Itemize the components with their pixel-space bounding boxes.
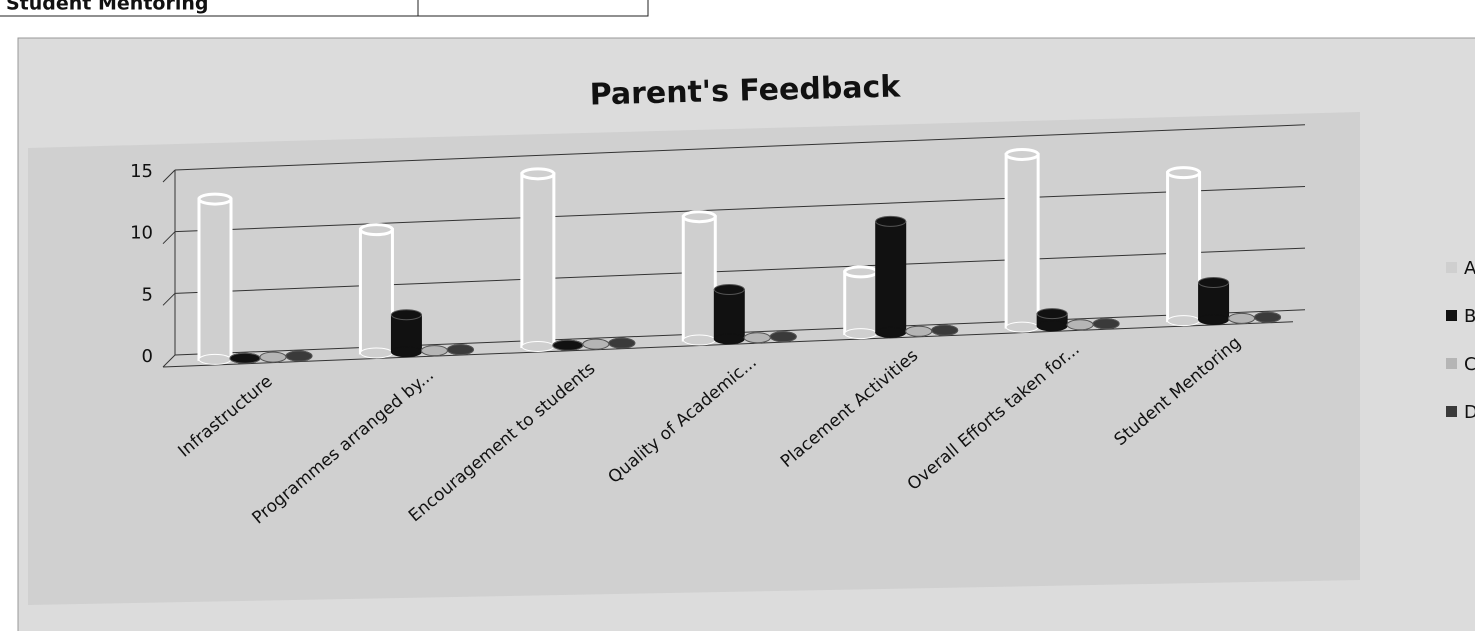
- bar-base: [521, 340, 555, 352]
- bar-cap: [1036, 308, 1068, 320]
- bar-cap: [1198, 276, 1230, 288]
- grid-line-depth: [162, 354, 176, 368]
- bar-cap: [1092, 318, 1120, 330]
- bar-cap: [769, 331, 797, 343]
- bar-base: [1167, 315, 1201, 327]
- bar-cap: [197, 192, 233, 206]
- bar-base: [390, 346, 422, 358]
- legend-swatch: [1446, 406, 1457, 417]
- legend-swatch: [1446, 262, 1457, 273]
- bar-base: [713, 333, 745, 345]
- bar-base: [359, 347, 393, 359]
- bar-cap: [1254, 311, 1282, 323]
- bar: [875, 220, 907, 333]
- y-tick-label: 10: [130, 223, 153, 244]
- grid-line-depth: [162, 169, 176, 183]
- legend-label: C: [1464, 354, 1475, 375]
- bar-cap: [520, 167, 556, 181]
- bar: [520, 172, 556, 348]
- grid-line-depth: [162, 292, 176, 306]
- y-tick-label: 0: [142, 346, 153, 367]
- bar-base: [1005, 321, 1039, 333]
- bar: [713, 288, 745, 340]
- bar-base: [875, 326, 907, 338]
- bar: [681, 215, 717, 342]
- bar: [390, 314, 422, 353]
- bar-base: [682, 334, 716, 346]
- legend-label: A: [1464, 258, 1475, 279]
- bar-cap: [843, 265, 879, 279]
- x-axis-floor: [162, 321, 1294, 368]
- bar-cap: [420, 345, 448, 357]
- bar-cap: [905, 325, 933, 337]
- bar-cap: [390, 309, 422, 321]
- bar: [1198, 281, 1230, 320]
- bar: [843, 270, 879, 336]
- legend-label: B: [1464, 306, 1475, 327]
- bar-cap: [1004, 147, 1040, 161]
- bar-cap: [1166, 166, 1202, 180]
- bar-cap: [875, 215, 907, 227]
- bar-base: [198, 353, 232, 365]
- bar: [1166, 171, 1202, 323]
- chart-title: Parent's Feedback: [589, 69, 902, 112]
- legend-label: D: [1464, 402, 1475, 423]
- bar-cap: [681, 210, 717, 224]
- grid-line-depth: [162, 231, 176, 245]
- bar-cap: [713, 283, 745, 295]
- bar-base: [1036, 320, 1068, 332]
- grid-line: [174, 185, 1306, 233]
- bar: [358, 228, 394, 355]
- bar: [1004, 152, 1040, 329]
- bar-cap: [358, 223, 394, 237]
- grid-line: [174, 124, 1306, 171]
- bar-cap: [285, 350, 313, 362]
- bar-cap: [1228, 312, 1256, 324]
- bar-cap: [259, 351, 287, 363]
- bar-cap: [931, 324, 959, 336]
- y-tick-label: 15: [130, 161, 153, 182]
- bar-cap: [743, 332, 771, 344]
- table-cells: [417, 0, 649, 17]
- bar-base: [844, 328, 878, 340]
- legend-swatch: [1446, 310, 1457, 321]
- bar-cap: [582, 338, 610, 350]
- y-tick-label: 5: [142, 284, 153, 305]
- bar-base: [1198, 313, 1230, 325]
- bar-cap: [1066, 319, 1094, 331]
- bar-cap: [552, 339, 584, 351]
- legend-swatch: [1446, 358, 1457, 369]
- table-row: [0, 0, 419, 17]
- bar-cap: [446, 344, 474, 356]
- bar-cap: [608, 337, 636, 349]
- bar: [197, 197, 233, 361]
- table-row-label: Student Mentoring: [6, 0, 208, 15]
- bar-cap: [229, 352, 261, 364]
